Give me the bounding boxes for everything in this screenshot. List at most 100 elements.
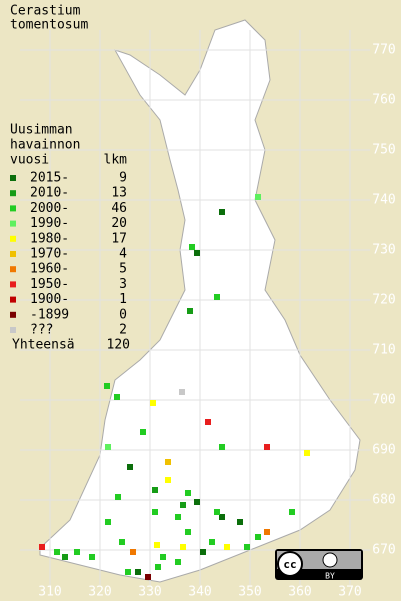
legend-label: 2010-: [30, 186, 69, 201]
observation-square: [115, 494, 121, 500]
legend-swatch: [10, 251, 16, 257]
by-label: BY: [325, 572, 335, 581]
y-tick-label: 700: [372, 393, 395, 408]
legend-label: 1980-: [30, 231, 69, 246]
observation-square: [74, 549, 80, 555]
legend-swatch: [10, 235, 16, 242]
legend-total-label: Yhteensä: [12, 338, 75, 353]
legend-swatch: [10, 311, 16, 318]
legend-swatch: [10, 296, 16, 303]
observation-square: [127, 464, 133, 470]
legend-count: 5: [119, 262, 127, 277]
y-tick-label: 760: [372, 93, 395, 108]
observation-square: [104, 383, 110, 389]
legend-column: lkm: [104, 153, 128, 168]
legend-swatch: [10, 327, 16, 333]
legend-label: -1899: [30, 307, 69, 322]
observation-square: [155, 564, 161, 570]
observation-square: [179, 389, 185, 395]
observation-square: [219, 209, 225, 215]
legend-count: 2: [119, 323, 127, 338]
observation-square: [289, 509, 295, 515]
observation-square: [54, 549, 60, 555]
x-tick-label: 360: [288, 585, 311, 600]
legend-label: 1990-: [30, 216, 69, 231]
observation-square: [145, 574, 151, 580]
y-tick-label: 670: [372, 543, 395, 558]
y-tick-label: 720: [372, 293, 395, 308]
observation-square: [114, 394, 120, 400]
y-tick-label: 730: [372, 243, 395, 258]
legend-count: 13: [111, 186, 127, 201]
observation-square: [194, 499, 200, 505]
x-tick-label: 310: [38, 585, 61, 600]
x-tick-label: 330: [138, 585, 161, 600]
cc-icon-text: cc: [283, 558, 296, 571]
observation-square: [152, 487, 158, 493]
legend-count: 20: [111, 216, 127, 231]
observation-square: [180, 544, 186, 550]
legend-count: 46: [111, 201, 127, 216]
legend-count: 1: [119, 292, 127, 307]
x-tick-label: 340: [188, 585, 211, 600]
observation-square: [175, 559, 181, 565]
observation-square: [264, 444, 270, 450]
observation-square: [214, 294, 220, 300]
observation-square: [185, 529, 191, 535]
title: tomentosum: [10, 18, 88, 33]
by-icon: [322, 552, 338, 568]
observation-square: [39, 544, 45, 550]
y-tick-label: 770: [372, 43, 395, 58]
legend-swatch: [10, 281, 16, 288]
observation-square: [187, 308, 193, 314]
observation-square: [152, 509, 158, 515]
observation-square: [189, 244, 195, 250]
observation-square: [219, 514, 225, 520]
legend-label: 2015-: [30, 171, 69, 186]
observation-square: [180, 502, 186, 508]
observation-square: [209, 539, 215, 545]
observation-square: [244, 544, 250, 550]
observation-square: [264, 529, 270, 535]
observation-square: [224, 544, 230, 550]
observation-square: [237, 519, 243, 525]
legend-count: 4: [119, 247, 127, 262]
observation-square: [154, 542, 160, 548]
observation-square: [219, 444, 225, 450]
legend-label: 2000-: [30, 201, 69, 216]
legend-count: 3: [119, 277, 127, 292]
observation-square: [125, 569, 131, 575]
x-tick-label: 350: [238, 585, 261, 600]
legend-column: vuosi: [10, 153, 49, 168]
observation-square: [165, 477, 171, 483]
cc-icon: [277, 551, 303, 577]
observation-square: [119, 539, 125, 545]
observation-square: [89, 554, 95, 560]
observation-square: [185, 490, 191, 496]
y-tick-label: 690: [372, 443, 395, 458]
y-tick-label: 740: [372, 193, 395, 208]
legend-label: 1960-: [30, 262, 69, 277]
observation-square: [150, 400, 156, 406]
legend-swatch: [10, 220, 16, 227]
observation-square: [255, 194, 261, 200]
observation-square: [62, 554, 68, 560]
observation-square: [130, 549, 136, 555]
legend-label: ???: [30, 323, 53, 338]
legend-count: 0: [119, 307, 127, 322]
legend-total: 120: [107, 338, 130, 353]
observation-square: [105, 519, 111, 525]
legend-swatch: [10, 175, 16, 181]
legend-count: 9: [119, 171, 127, 186]
x-tick-label: 320: [88, 585, 111, 600]
observation-square: [165, 459, 171, 465]
legend-swatch: [10, 266, 16, 273]
observation-square: [140, 429, 146, 435]
observation-square: [105, 444, 111, 450]
observation-square: [255, 534, 261, 540]
observation-square: [175, 514, 181, 520]
observation-square: [200, 549, 206, 555]
y-tick-label: 750: [372, 143, 395, 158]
